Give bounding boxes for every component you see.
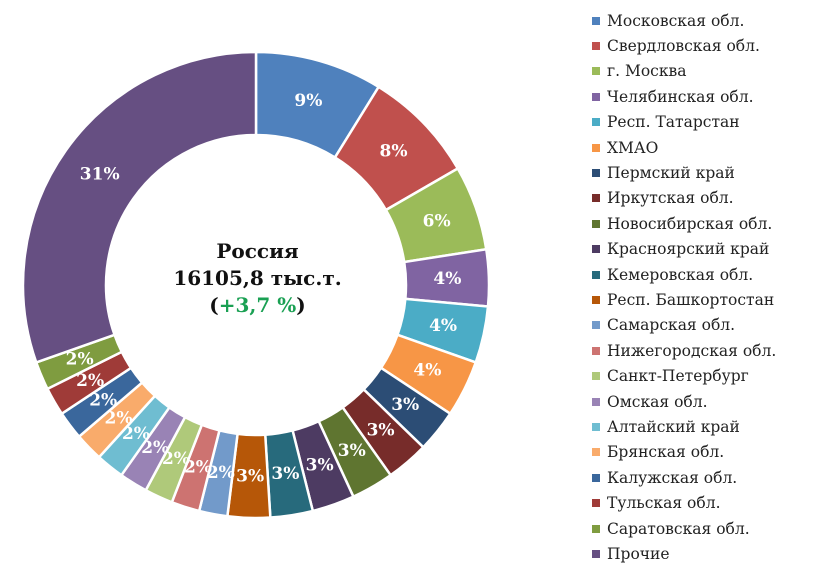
legend-label: Респ. Башкортостан: [607, 290, 775, 309]
legend-label: Пермский край: [607, 164, 735, 183]
slice-label-15: 2%: [162, 449, 190, 469]
slice-label-13: 2%: [207, 463, 235, 483]
growth-value: +3,7 %: [218, 293, 297, 317]
growth-open-paren: (: [209, 293, 219, 317]
legend-swatch: [592, 16, 600, 25]
growth-close-paren: ): [296, 293, 306, 317]
legend-item-5: Респ. Татарстан: [592, 110, 832, 135]
legend-swatch: [592, 422, 600, 431]
legend-item-2: Свердловская обл.: [592, 33, 832, 58]
slice-label-14: 2%: [184, 457, 212, 477]
legend-label: ХМАО: [607, 138, 659, 157]
legend-label: Нижегородская обл.: [607, 341, 777, 360]
legend-swatch: [592, 270, 600, 279]
legend-swatch: [592, 321, 600, 330]
legend-item-11: Кемеровская обл.: [592, 262, 832, 287]
slice-label-3: 6%: [423, 211, 451, 231]
legend-label: Свердловская обл.: [607, 37, 760, 56]
slice-label-12: 3%: [236, 466, 264, 486]
legend-label: Иркутская обл.: [607, 189, 734, 208]
legend-swatch: [592, 143, 600, 152]
slice-label-7: 3%: [391, 395, 419, 415]
legend-item-14: Нижегородская обл.: [592, 338, 832, 363]
legend-swatch: [592, 448, 600, 457]
slice-label-22: 31%: [80, 164, 120, 184]
legend-swatch: [592, 524, 600, 533]
legend-label: Респ. Татарстан: [607, 113, 740, 132]
slice-label-16: 2%: [141, 438, 169, 458]
slice-label-2: 8%: [379, 142, 407, 162]
legend-item-22: Прочие: [592, 541, 832, 566]
legend-label: Омская обл.: [607, 392, 708, 411]
center-total: 16105,8 тыс.т.: [173, 266, 342, 290]
legend-item-15: Санкт-Петербург: [592, 363, 832, 388]
legend-item-6: ХМАО: [592, 135, 832, 160]
legend-label: Кемеровская обл.: [607, 265, 754, 284]
legend-label: Красноярский край: [607, 240, 770, 259]
legend-item-4: Челябинская обл.: [592, 84, 832, 109]
legend-label: Санкт-Петербург: [607, 367, 749, 386]
legend-swatch: [592, 67, 600, 76]
slice-label-10: 3%: [306, 456, 334, 476]
legend-label: Челябинская обл.: [607, 87, 754, 106]
legend-label: Самарская обл.: [607, 316, 736, 335]
legend-label: Новосибирская обл.: [607, 214, 773, 233]
legend-item-13: Самарская обл.: [592, 313, 832, 338]
legend-item-16: Омская обл.: [592, 389, 832, 414]
legend-label: Московская обл.: [607, 11, 745, 30]
legend-swatch: [592, 372, 600, 381]
legend-item-8: Иркутская обл.: [592, 186, 832, 211]
chart-legend: Московская обл. Свердловская обл. г. Москв…: [592, 8, 832, 567]
slice-label-4: 4%: [433, 269, 461, 289]
legend-swatch: [592, 295, 600, 304]
legend-label: г. Москва: [607, 62, 687, 81]
slice-label-6: 4%: [413, 360, 441, 380]
slice-label-8: 3%: [367, 420, 395, 440]
legend-label: Тульская обл.: [607, 494, 721, 513]
legend-label: Калужская обл.: [607, 468, 738, 487]
legend-item-10: Красноярский край: [592, 237, 832, 262]
legend-swatch: [592, 245, 600, 254]
legend-item-9: Новосибирская обл.: [592, 211, 832, 236]
legend-label: Саратовская обл.: [607, 519, 750, 538]
legend-item-17: Алтайский край: [592, 414, 832, 439]
legend-swatch: [592, 397, 600, 406]
slice-label-21: 2%: [66, 350, 94, 370]
slice-label-1: 9%: [294, 91, 322, 111]
center-growth: (+3,7 %): [150, 292, 365, 319]
legend-item-18: Брянская обл.: [592, 440, 832, 465]
slice-label-17: 2%: [122, 424, 150, 444]
legend-item-21: Саратовская обл.: [592, 516, 832, 541]
legend-item-3: г. Москва: [592, 59, 832, 84]
legend-item-19: Калужская обл.: [592, 465, 832, 490]
legend-swatch: [592, 169, 600, 178]
legend-label: Алтайский край: [607, 417, 740, 436]
legend-item-7: Пермский край: [592, 160, 832, 185]
slice-label-5: 4%: [429, 316, 457, 336]
slice-label-20: 2%: [76, 371, 104, 391]
legend-swatch: [592, 499, 600, 508]
center-title: Россия: [216, 239, 299, 263]
legend-swatch: [592, 42, 600, 51]
legend-swatch: [592, 549, 600, 558]
slice-22: [21, 50, 258, 365]
slice-label-19: 2%: [89, 390, 117, 410]
legend-swatch: [592, 473, 600, 482]
slice-label-9: 3%: [338, 441, 366, 461]
slice-label-18: 2%: [105, 408, 133, 428]
legend-swatch: [592, 194, 600, 203]
legend-swatch: [592, 219, 600, 228]
legend-item-1: Московская обл.: [592, 8, 832, 33]
legend-item-12: Респ. Башкортостан: [592, 287, 832, 312]
slice-label-11: 3%: [271, 464, 299, 484]
legend-item-20: Тульская обл.: [592, 490, 832, 515]
legend-swatch: [592, 346, 600, 355]
center-label: Россия 16105,8 тыс.т. (+3,7 %): [150, 238, 365, 319]
legend-label: Прочие: [607, 544, 670, 563]
legend-swatch: [592, 118, 600, 127]
legend-label: Брянская обл.: [607, 443, 725, 462]
legend-swatch: [592, 92, 600, 101]
